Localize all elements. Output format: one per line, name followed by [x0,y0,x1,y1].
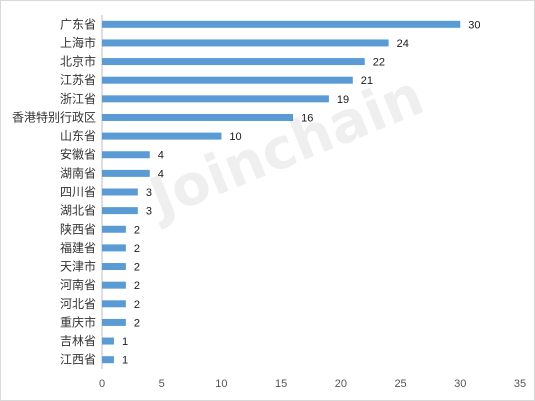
x-tick-label: 30 [454,378,466,390]
x-tick-label: 10 [215,378,227,390]
data-label: 19 [337,94,349,106]
category-label: 广东省 [60,17,96,31]
bar [102,95,329,103]
data-label: 1 [122,336,128,348]
bar [102,225,126,233]
data-label: 2 [134,280,140,292]
bar [102,76,353,84]
category-label: 安徽省 [60,147,96,162]
data-label: 21 [361,75,373,87]
data-label: 10 [229,131,241,143]
bar [102,318,126,326]
bar [102,188,138,196]
data-label: 2 [134,262,140,274]
bar [102,356,114,364]
data-label: 4 [158,168,164,180]
category-label: 江西省 [60,353,96,367]
data-label: 22 [373,57,385,69]
category-label: 湖南省 [60,165,96,180]
category-label: 江苏省 [60,73,96,87]
data-label: 3 [146,206,152,218]
x-tick-label: 15 [275,378,287,390]
data-label: 2 [134,224,140,236]
bar [102,244,126,252]
bars-layer [102,20,461,364]
data-label: 2 [134,243,140,255]
data-label: 1 [122,355,128,367]
category-label: 上海市 [60,35,96,50]
bar [102,207,138,215]
category-label: 四川省 [60,185,96,199]
category-label: 山东省 [60,129,96,143]
bar [102,113,294,121]
category-label: 陕西省 [60,221,96,236]
x-tick-label: 5 [159,378,165,390]
bar [102,263,126,271]
data-label: 2 [134,299,140,311]
x-tick-label: 20 [335,378,347,390]
category-label: 湖北省 [60,203,96,218]
bar [102,58,365,66]
category-label: 河北省 [60,297,96,311]
category-label: 河南省 [60,277,96,292]
category-label: 福建省 [60,240,96,255]
bar [102,281,126,289]
bar [102,39,389,47]
x-tick-label: 25 [394,378,406,390]
category-label: 香港特别行政区 [12,109,96,124]
data-label: 3 [146,187,152,199]
category-label: 北京市 [60,54,96,69]
data-label: 4 [158,150,164,162]
bar [102,337,114,345]
bar [102,300,126,308]
bar [102,169,150,177]
data-label: 2 [134,317,140,329]
category-label: 天津市 [60,259,96,274]
bar [102,132,222,140]
bar [102,20,461,28]
bar [102,151,150,159]
data-label: 16 [301,112,313,124]
data-label: 24 [397,38,409,50]
x-tick-label: 35 [514,378,526,390]
data-label: 30 [468,19,480,31]
category-label: 浙江省 [60,92,96,106]
x-tick-label: 0 [99,378,105,390]
category-label: 重庆市 [60,314,96,329]
category-label: 吉林省 [60,334,96,348]
